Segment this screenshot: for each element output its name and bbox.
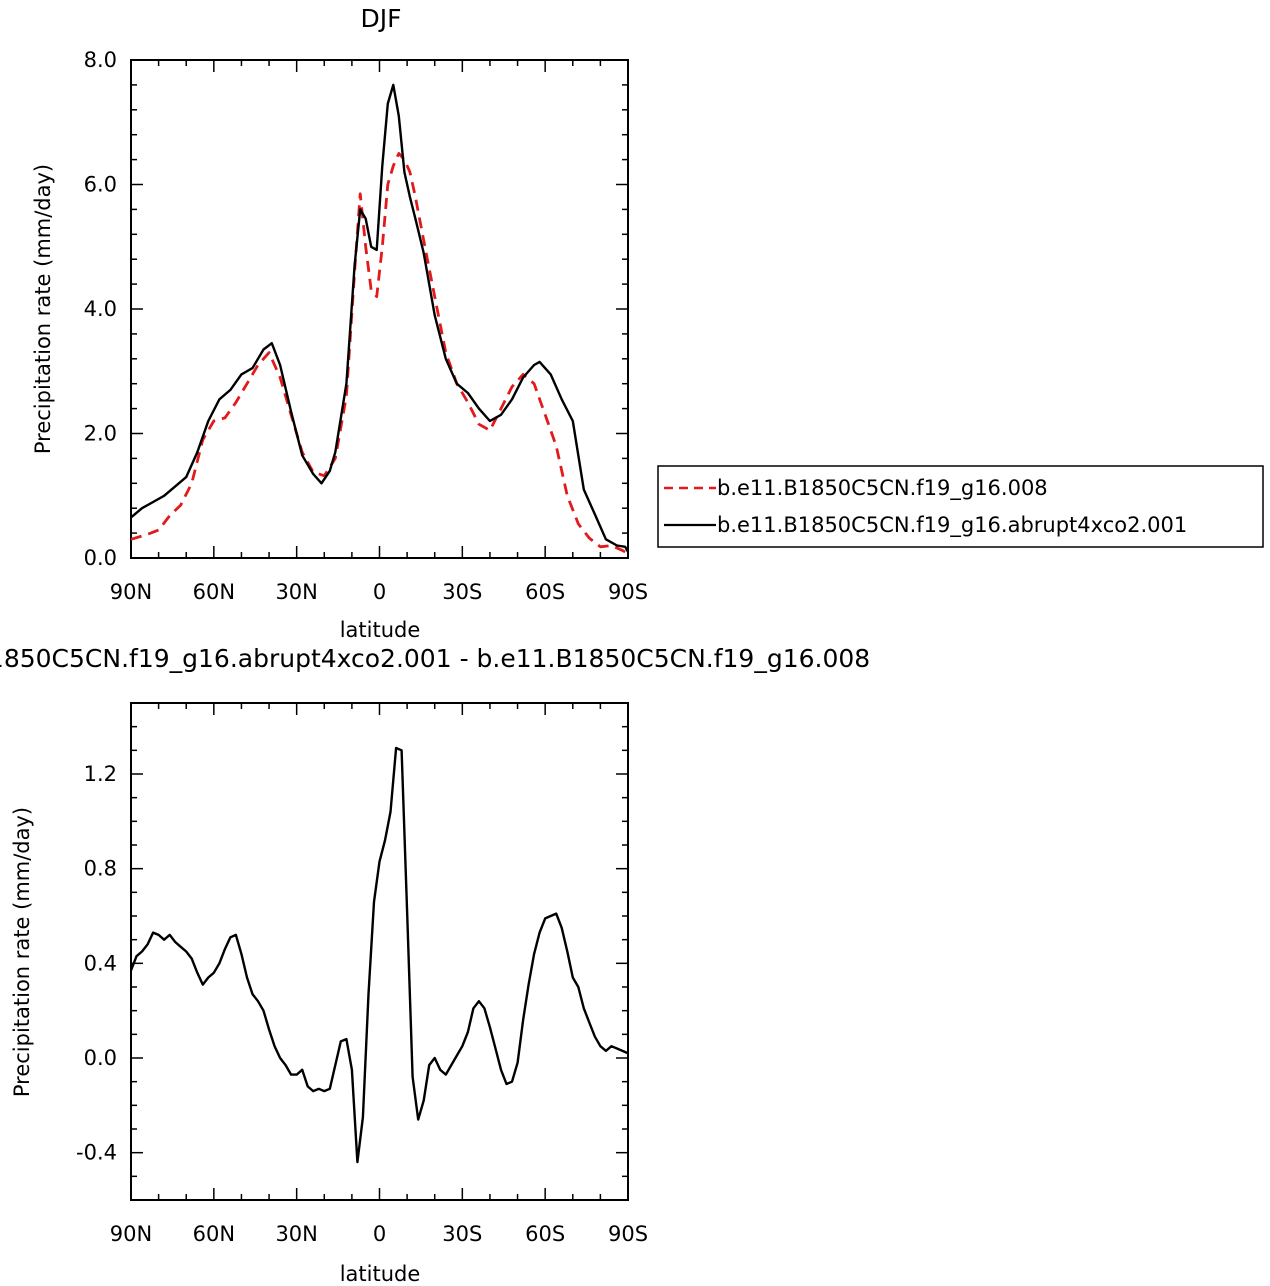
x-tick-label: 90S [608, 1222, 648, 1246]
y-tick-label: 8.0 [84, 48, 117, 72]
x-tick-label: 60N [193, 580, 235, 604]
legend-label-control: b.e11.B1850C5CN.f19_g16.008 [717, 476, 1048, 501]
x-tick-label: 30N [275, 1222, 317, 1246]
x-tick-label: 30S [442, 580, 482, 604]
x-tick-label: 60S [525, 580, 565, 604]
tick-marks [130, 702, 629, 1200]
y-tick-label: 2.0 [84, 422, 117, 446]
y-tick-label: -0.4 [76, 1141, 117, 1165]
y-tick-label: 1.2 [84, 762, 117, 786]
series-lines [131, 746, 628, 1164]
series-line-0 [131, 151, 628, 555]
legend-label-abrupt4xco2: b.e11.B1850C5CN.f19_g16.abrupt4xco2.001 [717, 513, 1187, 538]
x-tick-label: 60S [525, 1222, 565, 1246]
difference-chart: b.e11.B1850C5CN.f19_g16.abrupt4xco2.001 … [0, 644, 870, 1286]
series-line-0 [131, 746, 628, 1164]
legend: b.e11.B1850C5CN.f19_g16.008 b.e11.B1850C… [657, 465, 1264, 548]
legend-box [657, 465, 1264, 548]
tick-labels: 90N 60N 30N 0 30S 60S 90S 0.0 2.0 4.0 6.0 8.0 [84, 48, 648, 604]
y-axis-title: Precipitation rate (mm/day) [31, 164, 55, 454]
x-tick-label: 90S [608, 580, 648, 604]
y-axis-title: Precipitation rate (mm/day) [10, 807, 34, 1097]
x-tick-label: 60N [193, 1222, 235, 1246]
x-tick-label: 90N [110, 1222, 152, 1246]
x-tick-label: 0 [373, 1222, 386, 1246]
y-tick-label: 0.4 [84, 951, 117, 975]
series-lines [131, 83, 628, 555]
x-tick-label: 30S [442, 1222, 482, 1246]
tick-labels: 90N 60N 30N 0 30S 60S 90S -0.4 0.0 0.4 0.8 1.2 [76, 762, 648, 1246]
plot-frame [130, 59, 629, 559]
x-axis-title: latitude [340, 1262, 421, 1286]
x-tick-label: 90N [110, 580, 152, 604]
precipitation-chart: DJF 90N 60N 30N 0 30S 60S 90S 0.0 2.0 4.0 6.0 8.0 l… [31, 4, 1264, 642]
x-axis-title: latitude [340, 618, 421, 642]
y-tick-label: 6.0 [84, 173, 117, 197]
y-tick-label: 0.0 [84, 1046, 117, 1070]
x-tick-label: 0 [373, 580, 386, 604]
chart-title: DJF [360, 4, 401, 33]
x-tick-label: 30N [275, 580, 317, 604]
y-tick-label: 0.8 [84, 857, 117, 881]
tick-marks [130, 59, 629, 559]
plot-frame [130, 702, 629, 1201]
chart-title: b.e11.B1850C5CN.f19_g16.abrupt4xco2.001 … [0, 644, 870, 673]
y-tick-label: 0.0 [84, 546, 117, 570]
series-line-1 [131, 83, 628, 553]
y-tick-label: 4.0 [84, 297, 117, 321]
